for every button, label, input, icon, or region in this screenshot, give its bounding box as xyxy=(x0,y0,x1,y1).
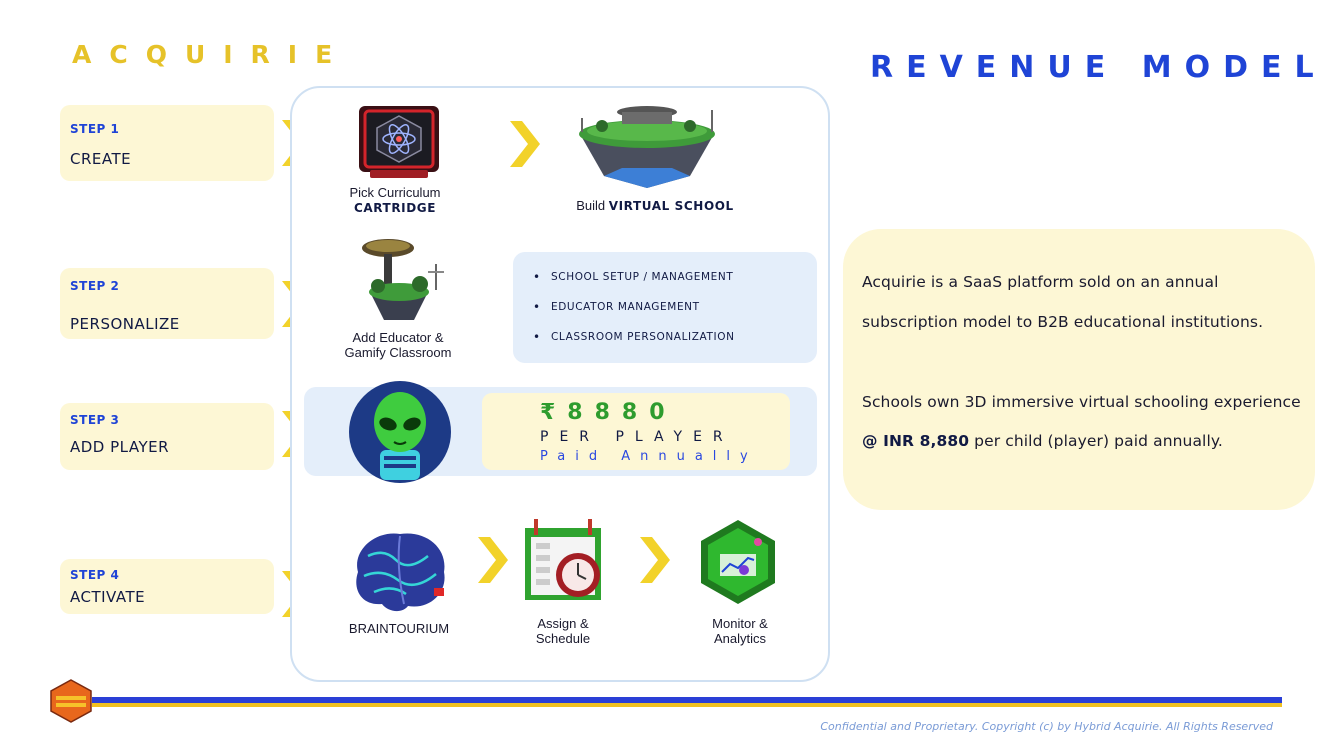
alien-avatar-icon xyxy=(348,380,452,484)
caption-line: Add Educator & xyxy=(352,330,444,345)
school-caption: Build VIRTUAL SCHOOL xyxy=(560,198,750,214)
copyright-notice: Confidential and Proprietary. Copyright … xyxy=(820,720,1273,733)
floating-island-school-icon xyxy=(572,98,722,190)
personalization-list: SCHOOL SETUP / MANAGEMENT EDUCATOR MANAG… xyxy=(513,252,817,363)
price-box xyxy=(482,393,790,470)
list-item: CLASSROOM PERSONALIZATION xyxy=(531,326,799,356)
per-player-label: PER PLAYER xyxy=(540,429,734,445)
step-name: ADD PLAYER xyxy=(70,438,170,456)
hexagon-logo-icon xyxy=(50,679,92,723)
floating-island-classroom-icon xyxy=(350,234,446,326)
list-item: SCHOOL SETUP / MANAGEMENT xyxy=(531,266,799,296)
brand-title: ACQUIRIE xyxy=(72,40,351,69)
braintourium-caption: BRAINTOURIUM xyxy=(340,621,458,636)
info-price: @ INR 8,880 xyxy=(862,432,970,450)
step-3-card: STEP 3 ADD PLAYER xyxy=(60,403,274,470)
brain-icon xyxy=(348,526,450,614)
step-name: PERSONALIZE xyxy=(70,315,180,333)
caption-line: Gamify Classroom xyxy=(344,345,452,360)
info-line: Acquirie is a SaaS platform sold on an a… xyxy=(862,273,1219,291)
step-1-card: STEP 1 CREATE xyxy=(60,105,274,181)
chevron-right-icon xyxy=(510,121,540,167)
calendar-clock-icon xyxy=(522,519,604,601)
list-item: EDUCATOR MANAGEMENT xyxy=(531,296,799,326)
info-line: Schools own 3D immersive virtual schooli… xyxy=(862,393,1301,411)
analytics-hexagon-icon xyxy=(698,518,778,606)
step-name: ACTIVATE xyxy=(70,588,146,606)
caption-line: BRAINTOURIUM xyxy=(348,621,450,636)
billing-period: Paid Annually xyxy=(540,449,758,464)
chevron-right-icon xyxy=(478,537,508,583)
caption-line: Build xyxy=(576,198,606,213)
caption-line: Assign & xyxy=(537,616,589,631)
step-number: STEP 1 xyxy=(70,122,120,136)
assign-caption: Assign & Schedule xyxy=(513,616,613,646)
caption-line: Analytics xyxy=(713,631,767,646)
atom-cartridge-icon xyxy=(356,104,442,180)
step-name: CREATE xyxy=(70,150,132,168)
educator-caption: Add Educator & Gamify Classroom xyxy=(337,330,459,360)
revenue-info-panel xyxy=(843,229,1315,510)
page-title: REVENUE MODEL xyxy=(870,50,1327,85)
info-line: @ INR 8,880 per child (player) paid annu… xyxy=(862,432,1223,450)
price-value: ₹8880 xyxy=(540,400,677,425)
step-number: STEP 2 xyxy=(70,279,120,293)
footer-bar xyxy=(92,697,1282,703)
step-2-card: STEP 2 PERSONALIZE xyxy=(60,268,274,339)
caption-line: Pick Curriculum xyxy=(349,185,441,200)
footer-bar-accent xyxy=(92,703,1282,707)
chevron-right-icon xyxy=(640,537,670,583)
caption-bold: VIRTUAL SCHOOL xyxy=(608,199,734,213)
step-number: STEP 4 xyxy=(70,568,120,582)
caption-line: Schedule xyxy=(535,631,591,646)
step-number: STEP 3 xyxy=(70,413,120,427)
step-4-card: STEP 4 ACTIVATE xyxy=(60,559,274,614)
info-line-rest: per child (player) paid annually. xyxy=(969,432,1223,450)
caption-line: Monitor & xyxy=(712,616,768,631)
monitor-caption: Monitor & Analytics xyxy=(688,616,792,646)
cartridge-caption: Pick Curriculum CARTRIDGE xyxy=(340,185,450,216)
info-line: subscription model to B2B educational in… xyxy=(862,313,1264,331)
caption-bold: CARTRIDGE xyxy=(353,201,437,215)
